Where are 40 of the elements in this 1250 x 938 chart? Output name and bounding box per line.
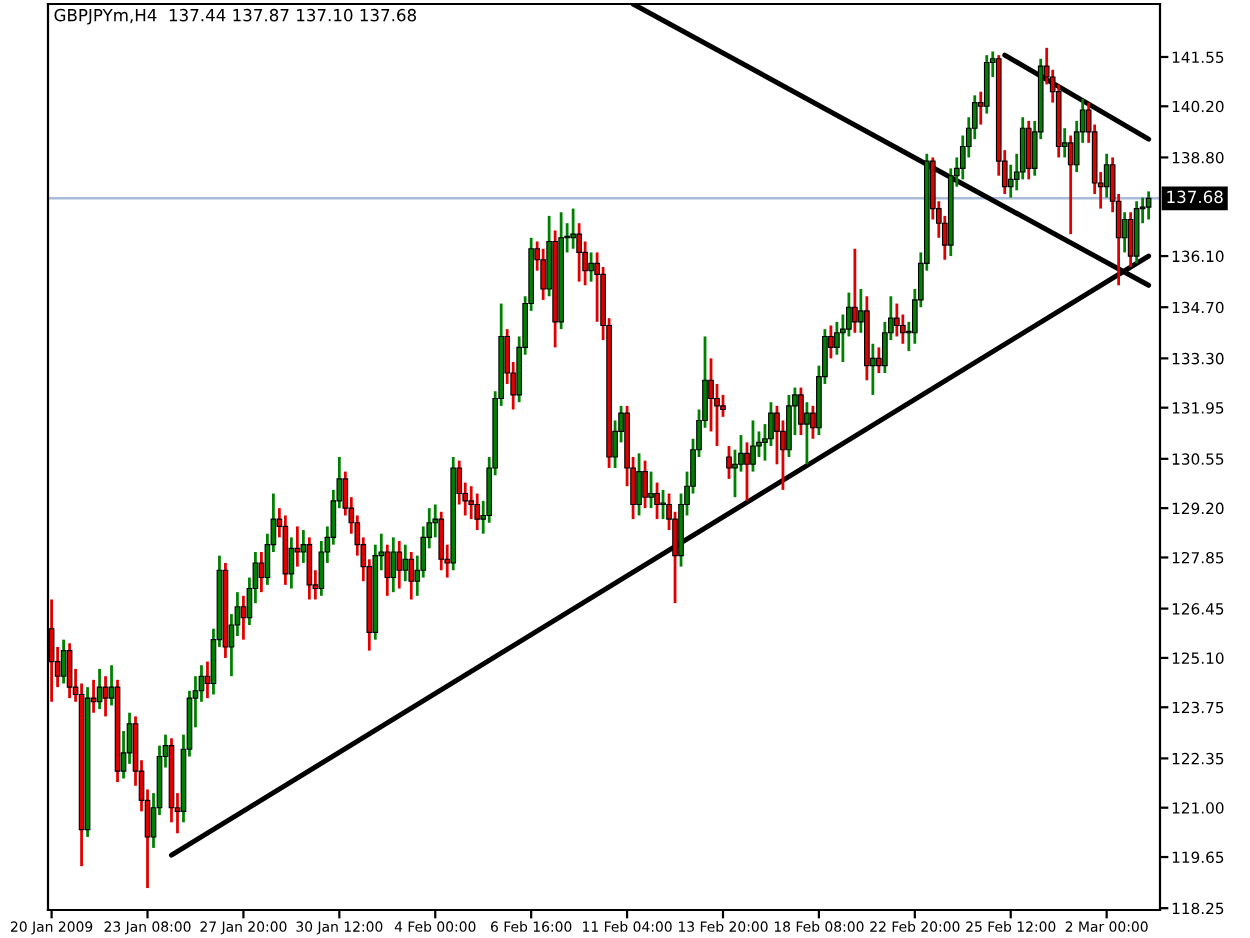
candlestick [576,221,582,284]
candlestick [540,247,546,302]
candlestick [1025,119,1032,181]
candlestick [102,674,109,718]
candlestick [402,543,409,583]
candlestick [306,535,313,601]
candlestick [60,638,67,685]
ref-line-label: 137.68 [1167,190,1223,204]
candlestick [744,441,750,503]
candlestick [1103,152,1110,200]
candlestick [786,393,792,459]
candlestick [66,641,73,700]
candlestick [642,459,648,510]
candlestick [1145,190,1152,221]
candlestick [570,207,576,251]
candlestick [636,451,642,517]
candlestick [396,539,403,590]
candlestick [240,594,247,642]
candlestick [648,470,654,510]
candlestick [654,481,660,521]
candlestick [983,53,990,115]
candlestick [852,247,858,335]
candlestick [750,419,756,473]
candlestick [384,543,391,598]
candlestick [294,525,301,568]
candlestick [804,400,810,466]
candlestick [408,550,415,601]
candlestick [588,251,594,284]
chart-title: GBPJPYm,H4 137.44 137.87 137.10 137.68 [54,8,417,25]
candlestick [1067,134,1074,236]
candlestick [438,510,445,572]
candlestick [258,550,265,594]
candlestick [390,535,397,594]
candlestick [834,320,840,357]
candlestick [894,302,900,338]
candlestick [798,386,804,437]
candlestick [660,488,666,521]
candlestick [726,444,732,481]
candlestick [474,492,481,532]
candlestick [282,514,289,587]
